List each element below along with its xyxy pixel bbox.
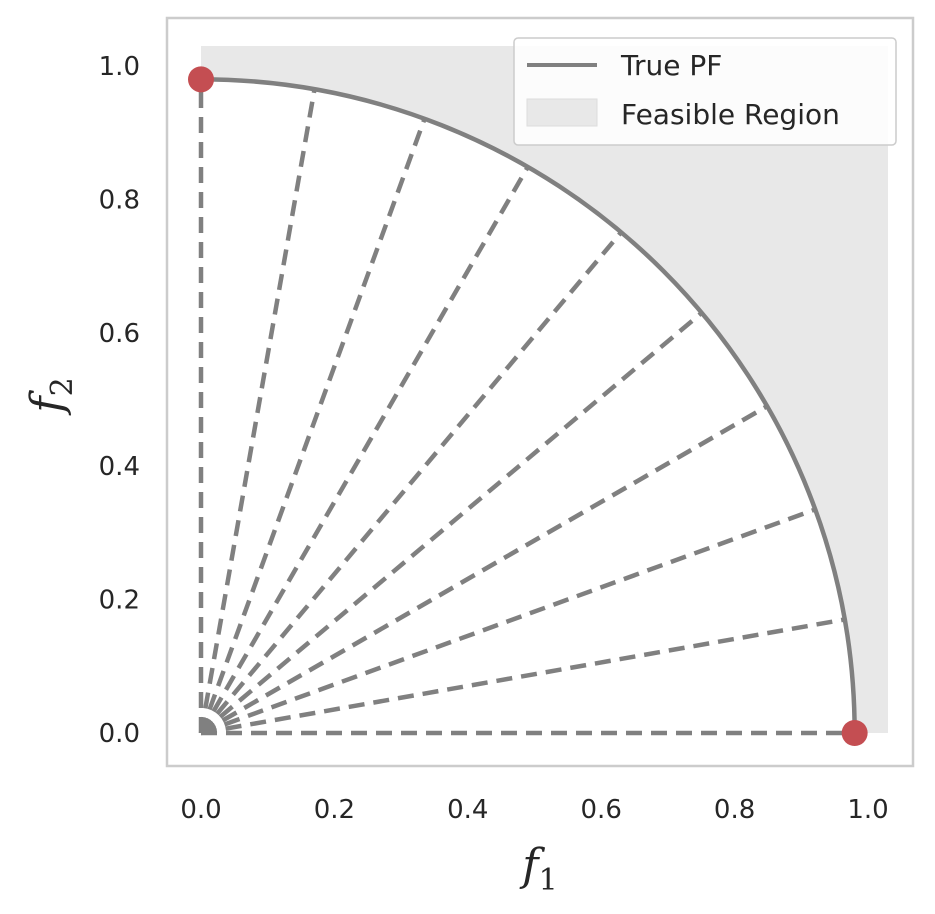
ray-line [199,404,769,735]
y-tick-label: 0.4 [99,452,140,482]
y-tick-label: 1.0 [99,52,140,82]
ray-line [198,88,317,734]
x-tick-label: 1.0 [847,795,888,825]
y-axis-title-sub: 2 [45,377,80,396]
x-tick-labels: 0.0 0.2 0.4 0.6 0.8 1.0 [180,795,888,825]
ray-line [199,165,530,735]
y-tick-label: 0.8 [99,185,140,215]
x-tick-label: 0.0 [180,795,221,825]
x-tick-label: 0.6 [581,795,622,825]
legend-label-feasible-region: Feasible Region [621,98,840,131]
ray-line [200,507,817,736]
x-axis-title: f1 [519,840,557,898]
true-pf-line [200,77,857,734]
legend-swatch-feasible-region [526,98,598,127]
y-tick-label: 0.2 [99,586,140,616]
y-tick-labels: 0.0 0.2 0.4 0.6 0.8 1.0 [99,52,140,749]
ray-line [198,117,427,734]
legend-box [513,37,897,146]
extreme-point [841,720,868,746]
ray-line [199,230,623,735]
plot-area [165,16,915,768]
x-tick-label: 0.4 [447,795,488,825]
x-axis-title-sub: 1 [539,863,558,898]
y-tick-label: 0.0 [99,719,140,749]
plot-frame [165,16,915,768]
ray-line [199,311,704,735]
y-tick-label: 0.6 [99,319,140,349]
extreme-point [188,66,214,93]
ray-line [200,617,846,736]
legend-label-true-pf: True PF [620,49,722,82]
x-tick-label: 0.8 [714,795,755,825]
legend: True PF Feasible Region [513,37,897,146]
x-tick-label: 0.2 [314,795,355,825]
infeasible-interior [201,79,855,734]
